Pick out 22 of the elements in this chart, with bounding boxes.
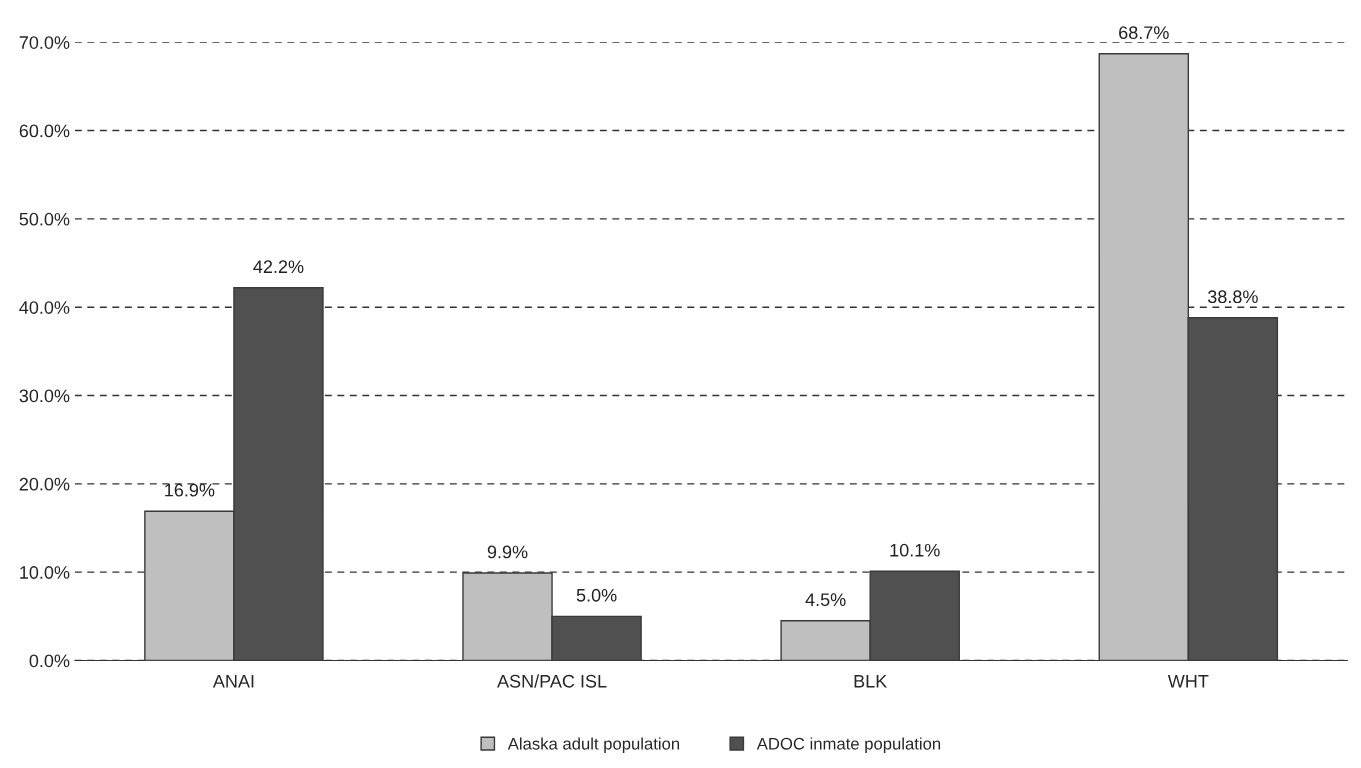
data-label: 9.9%: [487, 545, 528, 559]
x-tick-label: WHT: [1167, 675, 1209, 688]
y-tick-label: 40.0%: [19, 301, 70, 314]
data-label: 68.7%: [1119, 26, 1169, 40]
y-tick-label: 0.0%: [29, 654, 70, 668]
data-label: 16.9%: [165, 483, 215, 497]
x-tick-label: BLK: [854, 675, 888, 688]
x-tick-label: ANAI: [212, 675, 254, 688]
legend-label: ADOC inmate population: [756, 737, 941, 753]
y-tick-label: 70.0%: [19, 36, 70, 49]
y-tick-label: 50.0%: [19, 212, 70, 226]
data-label: 38.8%: [1207, 290, 1258, 304]
y-tick-label: 60.0%: [19, 124, 70, 138]
y-tick-label: 10.0%: [20, 566, 70, 579]
y-tick-label: 30.0%: [19, 389, 70, 403]
data-label: 10.1%: [890, 543, 940, 557]
legend-label: Alaska adult population: [507, 737, 680, 753]
data-label: 4.5%: [805, 593, 846, 607]
data-label: 5.0%: [576, 588, 617, 602]
x-tick-label: ASN/PAC ISL: [497, 674, 607, 688]
data-label: 42.2%: [253, 260, 304, 274]
y-tick-label: 20.0%: [19, 477, 70, 491]
